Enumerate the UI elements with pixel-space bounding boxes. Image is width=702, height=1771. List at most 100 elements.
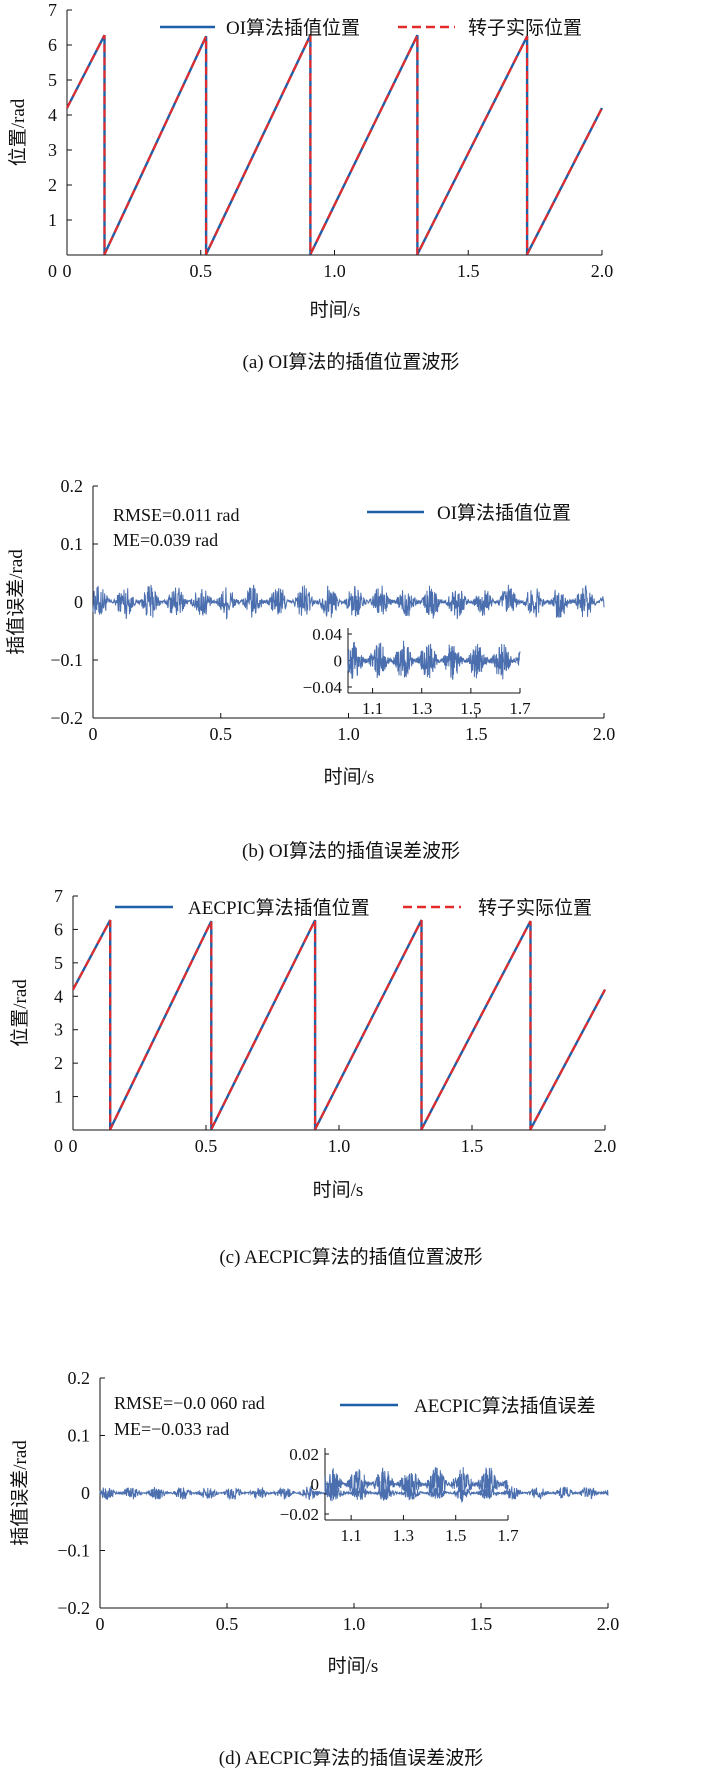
inset-x-tick-label: 1.5: [445, 1526, 466, 1545]
inset-x-tick-label: 1.1: [341, 1526, 362, 1545]
inset-x-tick-label: 1.3: [393, 1526, 414, 1545]
chart-c: 0 0.5 1.0 1.5 2.0 1 2 3 4 5 6 7 0 时间/s 位置/rad AECPIC算法插…: [9, 886, 616, 1201]
inset-x-tick-label: 1.7: [509, 699, 531, 718]
inset-error-line: [324, 1467, 509, 1503]
x-axis-label: 时间/s: [324, 766, 375, 788]
inset-y-tick-label: 0: [334, 652, 343, 671]
y-tick-label: 0.1: [61, 534, 84, 554]
panel-b: 0 0.5 1.0 1.5 2.0 −0.2 −0.1 0 0.1 0.2 时间/s 插值误差/rad…: [0, 440, 702, 880]
x-tick-label: 1.5: [465, 724, 488, 744]
inset-y-tick-label: 0.02: [289, 1445, 319, 1464]
x-axis-label: 时间/s: [313, 1179, 364, 1201]
y-axis-label: 位置/rad: [9, 979, 31, 1047]
y-tick-label: 0: [81, 1483, 90, 1503]
chart-b: 0 0.5 1.0 1.5 2.0 −0.2 −0.1 0 0.1 0.2 时间/s 插值误差/rad…: [5, 476, 615, 788]
inset-x-tick-label: 1.5: [460, 699, 481, 718]
stat-annotation: RMSE=−0.0 060 rad: [114, 1393, 265, 1413]
panel-d: 0 0.5 1.0 1.5 2.0 −0.2 −0.1 0 0.1 0.2 时间/s 插值误差/rad…: [0, 1360, 702, 1771]
x-tick-label: 0: [63, 261, 72, 281]
y-axis-label: 插值误差/rad: [9, 1440, 31, 1546]
y-tick-label: 0.2: [61, 476, 84, 496]
y-tick-label: 0.2: [68, 1368, 91, 1388]
y-axis-label: 位置/rad: [7, 98, 29, 166]
y-tick-label: −0.2: [50, 708, 83, 728]
y-tick-label: 0.1: [68, 1426, 91, 1446]
x-tick-label: 1.5: [457, 261, 480, 281]
y-tick-label: 2: [48, 175, 57, 195]
plot-group: 0 0.5 1.0 1.5 2.0 1 2 3 4 5 6 7 0 时间/s 位置/rad OI算法插值位置 转…: [7, 0, 613, 321]
legend-label: AECPIC算法插值误差: [414, 1395, 596, 1417]
error-series-line: [92, 584, 605, 620]
plot-group: 0 0.5 1.0 1.5 2.0 −0.2 −0.1 0 0.1 0.2 时间/s 插值误差/rad…: [5, 476, 615, 788]
plot-group: 0 0.5 1.0 1.5 2.0 1 2 3 4 5 6 7 0 时间/s 位置/rad AECPIC算法插…: [9, 886, 616, 1201]
legend-label: 转子实际位置: [478, 897, 592, 919]
x-tick-label: 1.5: [470, 1614, 493, 1634]
y-tick-label: −0.1: [50, 650, 83, 670]
inset-y-tick-label: −0.04: [303, 678, 343, 697]
series-line-actual: [66, 34, 603, 255]
x-tick-label: 1.0: [328, 1136, 351, 1156]
x-tick-label: 2.0: [591, 261, 614, 281]
legend-label: OI算法插值位置: [226, 17, 360, 39]
x-tick-label: 0.5: [190, 261, 213, 281]
inset-y-tick-label: 0.04: [312, 625, 342, 644]
y-tick-label: 7: [48, 0, 57, 20]
x-tick-label: 1.0: [323, 261, 346, 281]
stat-annotation: RMSE=0.011 rad: [113, 505, 239, 525]
inset-x-tick-label: 1.7: [497, 1526, 519, 1545]
y-tick-label: 3: [54, 1020, 63, 1040]
panel-a: 0 0.5 1.0 1.5 2.0 1 2 3 4 5 6 7 0 时间/s 位置/rad OI算法插值位置 转…: [0, 0, 702, 395]
error-series-line: [99, 1485, 609, 1501]
stat-annotation: ME=0.039 rad: [113, 530, 218, 550]
inset-x-tick-label: 1.3: [411, 699, 432, 718]
series-line-actual: [72, 919, 606, 1130]
y-tick-label: −0.1: [57, 1541, 90, 1561]
y-tick-label: 2: [54, 1053, 63, 1073]
x-tick-label: 2.0: [593, 724, 616, 744]
caption-c: (c) AECPIC算法的插值位置波形: [219, 1247, 483, 1268]
stat-annotation: ME=−0.033 rad: [114, 1419, 229, 1439]
caption-b: (b) OI算法的插值误差波形: [242, 841, 460, 862]
inset-error-line: [347, 640, 521, 680]
y-tick-label: 4: [48, 105, 57, 125]
x-tick-label: 0: [89, 724, 98, 744]
y-tick-label: 1: [54, 1087, 63, 1107]
x-tick-label: 0.5: [195, 1136, 218, 1156]
y-tick-label: 3: [48, 140, 57, 160]
series-line-interp: [71, 919, 607, 1130]
y-tick-label: 4: [54, 986, 63, 1006]
x-tick-label: 0: [96, 1614, 105, 1634]
caption-d: (d) AECPIC算法的插值误差波形: [218, 1748, 484, 1769]
y-tick-label: −0.2: [57, 1598, 90, 1618]
series-line-interp: [65, 34, 604, 255]
x-axis-label: 时间/s: [310, 299, 361, 321]
y-tick-label: 5: [54, 953, 63, 973]
legend-label: OI算法插值位置: [437, 502, 571, 524]
y-tick-label: 0: [74, 592, 83, 612]
x-tick-label: 0: [48, 261, 57, 281]
inset-y-tick-label: 0: [311, 1475, 320, 1494]
inset-x-tick-label: 1.1: [362, 699, 383, 718]
x-tick-label: 1.0: [337, 724, 360, 744]
x-tick-label: 2.0: [594, 1136, 617, 1156]
y-tick-label: 1: [48, 210, 57, 230]
panel-c: 0 0.5 1.0 1.5 2.0 1 2 3 4 5 6 7 0 时间/s 位置/rad AECPIC算法插…: [0, 886, 702, 1300]
x-tick-label: 0: [69, 1136, 78, 1156]
x-tick-label: 0.5: [216, 1614, 239, 1634]
caption-a: (a) OI算法的插值位置波形: [242, 352, 460, 373]
inset-y-tick-label: −0.02: [280, 1505, 319, 1524]
y-tick-label: 6: [48, 35, 57, 55]
y-tick-label: 7: [54, 886, 63, 906]
y-axis-label: 插值误差/rad: [5, 549, 27, 655]
x-tick-label: 1.5: [461, 1136, 484, 1156]
chart-d: 0 0.5 1.0 1.5 2.0 −0.2 −0.1 0 0.1 0.2 时间/s 插值误差/rad…: [9, 1368, 620, 1677]
x-tick-label: 0: [54, 1136, 63, 1156]
x-axis-label: 时间/s: [328, 1655, 379, 1677]
y-tick-label: 5: [48, 70, 57, 90]
x-tick-label: 1.0: [343, 1614, 366, 1634]
legend-label: 转子实际位置: [468, 17, 582, 39]
x-tick-label: 2.0: [597, 1614, 620, 1634]
legend-label: AECPIC算法插值位置: [188, 897, 370, 919]
chart-a: 0 0.5 1.0 1.5 2.0 1 2 3 4 5 6 7 0 时间/s 位置/rad OI算法插值位置 转…: [7, 0, 613, 321]
x-tick-label: 0.5: [210, 724, 233, 744]
